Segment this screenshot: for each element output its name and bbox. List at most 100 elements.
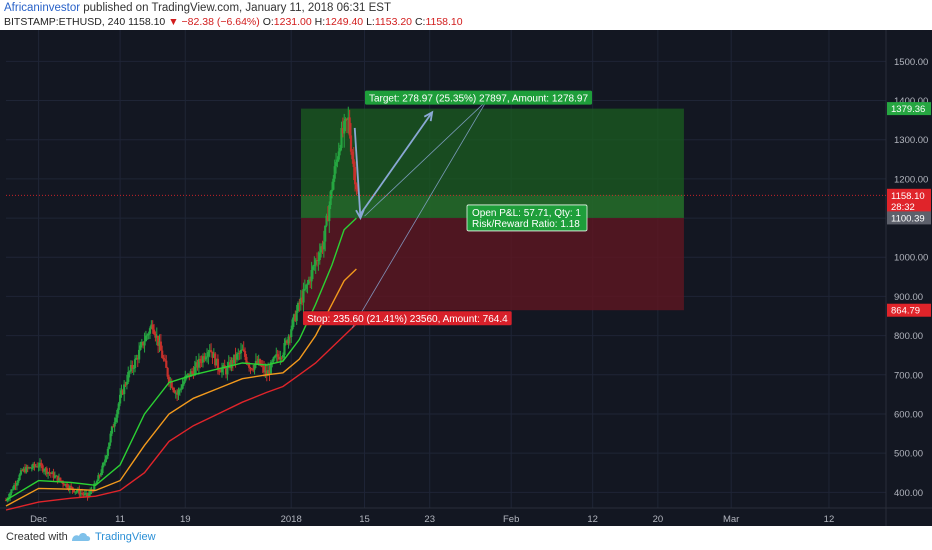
- candle-body: [22, 468, 25, 471]
- y-tick-label: 700.00: [894, 370, 923, 381]
- candle-body: [252, 369, 255, 371]
- candle-body: [127, 371, 130, 382]
- candle-body: [201, 356, 205, 363]
- candle-body: [11, 489, 14, 491]
- candle-body: [48, 472, 51, 474]
- candle-body: [238, 353, 241, 355]
- candle-body: [334, 162, 338, 167]
- candle-body: [90, 490, 93, 492]
- candle-body: [102, 462, 105, 466]
- candle-body: [150, 324, 153, 329]
- candle-body: [243, 351, 247, 357]
- candle-body: [212, 353, 215, 358]
- candle-body: [182, 381, 186, 385]
- candle-body: [4, 500, 8, 502]
- candle-body: [237, 353, 240, 355]
- candle-body: [241, 349, 244, 351]
- candle-body: [74, 491, 77, 493]
- candle-body: [277, 356, 281, 360]
- candle-body: [19, 470, 23, 475]
- candle-body: [279, 357, 282, 360]
- candle-body: [124, 384, 127, 386]
- profit-zone: [300, 108, 684, 218]
- candle-body: [275, 354, 278, 357]
- candle-body: [36, 466, 39, 468]
- candle-body: [146, 334, 149, 336]
- candle-body: [344, 118, 347, 121]
- candle-body: [148, 328, 152, 334]
- y-tick-label: 400.00: [894, 488, 923, 499]
- candle-body: [203, 356, 206, 360]
- price-marker-label: 1100.39: [891, 213, 925, 224]
- y-tick-label: 600.00: [894, 409, 923, 420]
- candle-body: [32, 463, 35, 468]
- symbol-line: BITSTAMP:ETHUSD, 240 1158.10 ▼ −82.38 (−…: [4, 16, 463, 28]
- candle-body: [109, 433, 112, 443]
- author-link[interactable]: Africaninvestor: [4, 2, 81, 14]
- candle-body: [189, 371, 192, 377]
- candle-body: [108, 442, 111, 449]
- candle-body: [138, 349, 141, 360]
- candle-body: [75, 491, 78, 493]
- candle-body: [173, 389, 176, 393]
- candle-body: [211, 351, 214, 358]
- candle-body: [42, 470, 46, 472]
- candle-body: [33, 463, 36, 467]
- candle-body: [336, 159, 339, 163]
- candle-body: [14, 485, 17, 487]
- candle-body: [258, 359, 262, 366]
- y-tick-label: 1500.00: [894, 57, 928, 68]
- candle-body: [76, 489, 80, 492]
- candle-body: [272, 357, 275, 362]
- candle-body: [70, 486, 73, 488]
- candle-body: [235, 353, 239, 360]
- y-tick-label: 1400.00: [894, 96, 928, 107]
- candle-body: [26, 466, 29, 469]
- candle-body: [325, 215, 328, 226]
- candle-body: [292, 314, 296, 320]
- x-tick-label: Dec: [30, 514, 47, 525]
- price-marker-bg: [887, 102, 931, 116]
- close-label: C:: [414, 16, 426, 28]
- candle-body: [79, 492, 82, 495]
- candle-body: [185, 375, 188, 377]
- price-change: −82.38 (−6.64%): [181, 16, 260, 28]
- candle-body: [264, 370, 267, 373]
- y-tick-label: 1300.00: [894, 135, 928, 146]
- candle-body: [329, 191, 332, 206]
- candle-body: [44, 468, 47, 471]
- price-marker-bg: [887, 188, 931, 202]
- candle-body: [23, 468, 27, 473]
- candle-body: [128, 371, 131, 373]
- candle-body: [25, 466, 28, 473]
- chart-area[interactable]: 400.00 500.00 600.00 700.00 800.00 900.00 1000…: [0, 30, 932, 526]
- candle-body: [291, 319, 294, 330]
- ema-fast-line: [5, 217, 357, 501]
- candle-body: [271, 361, 274, 363]
- candle-body: [333, 166, 336, 179]
- price-chart[interactable]: 400.00 500.00 600.00 700.00 800.00 900.00 1000…: [0, 30, 932, 526]
- candle-body: [110, 426, 114, 434]
- candle-body: [265, 370, 268, 376]
- candle-body: [330, 189, 334, 192]
- candle-body: [133, 359, 137, 369]
- low-value: 1153.20: [374, 16, 413, 28]
- candle-body: [47, 472, 50, 474]
- candle-body: [341, 128, 344, 134]
- candle-body: [97, 475, 100, 482]
- candle-body: [64, 483, 67, 486]
- candle-body: [262, 366, 266, 373]
- y-tick-label: 900.00: [894, 292, 923, 303]
- candle-body: [332, 178, 335, 190]
- candle-body: [314, 260, 317, 265]
- pnl-line-1: Open P&L: 57.71, Qty: 1: [472, 208, 581, 219]
- candle-body: [310, 269, 313, 282]
- candle-body: [157, 335, 160, 346]
- candle-body: [215, 358, 218, 366]
- candle-body: [317, 260, 320, 262]
- tradingview-brand[interactable]: TradingView: [95, 531, 156, 543]
- candle-body: [93, 483, 96, 491]
- candle-body: [95, 481, 99, 484]
- candle-body: [8, 493, 12, 498]
- candle-body: [257, 359, 260, 364]
